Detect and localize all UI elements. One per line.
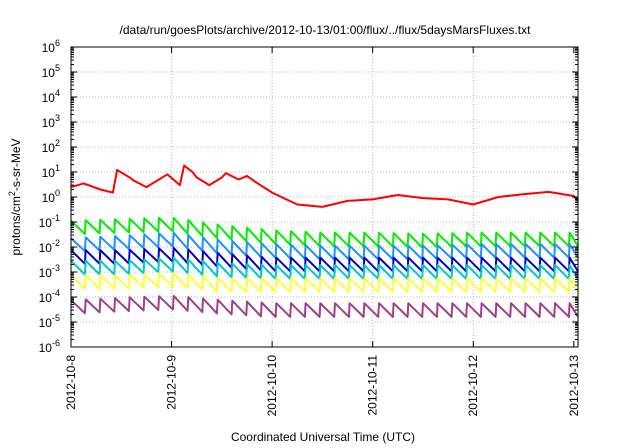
y-tick-label: 103	[42, 113, 60, 130]
chart-title: /data/run/goesPlots/archive/2012-10-13/0…	[120, 23, 532, 37]
y-axis-label: protons/cm2-s-sr-MeV	[7, 138, 23, 255]
y-tick-label: 10-5	[39, 313, 60, 330]
y-tick-label: 100	[42, 188, 60, 205]
series-line	[70, 246, 579, 273]
x-tick-label: 2012-10-8	[64, 355, 78, 410]
x-tick-labels: 2012-10-8 2012-10-9 2012-10-10 2012-10-11 20…	[64, 355, 581, 417]
y-tick-label: 10-2	[39, 238, 60, 255]
y-tick-label: 10-6	[39, 338, 60, 355]
y-tick-label: 105	[42, 63, 60, 80]
y-tick-label: 10-1	[39, 213, 60, 230]
x-tick-label: 2012-10-12	[466, 355, 480, 417]
x-axis-label: Coordinated Universal Time (UTC)	[231, 430, 415, 444]
data-series	[70, 164, 579, 318]
x-tick-label: 2012-10-13	[567, 355, 581, 417]
x-tick-label: 2012-10-9	[165, 355, 179, 410]
series-line	[70, 216, 579, 249]
x-tick-label: 2012-10-10	[265, 355, 279, 417]
series-line	[70, 231, 579, 261]
series-line	[70, 271, 579, 293]
y-tick-label: 101	[42, 163, 60, 180]
axis-ticks	[70, 46, 578, 348]
y-tick-label: 102	[42, 138, 60, 155]
x-tick-label: 2012-10-11	[366, 355, 380, 416]
y-tick-label: 104	[42, 88, 60, 105]
series-line	[70, 294, 579, 318]
y-tick-label: 10-3	[39, 263, 60, 280]
y-tick-labels: 10-6 10-5 10-4 10-3 10-2 10-1 100 101 102 103 104 1…	[39, 38, 60, 355]
series-line	[70, 256, 579, 280]
y-tick-label: 106	[42, 38, 60, 55]
series-line	[70, 164, 579, 208]
y-tick-label: 10-4	[39, 288, 60, 305]
